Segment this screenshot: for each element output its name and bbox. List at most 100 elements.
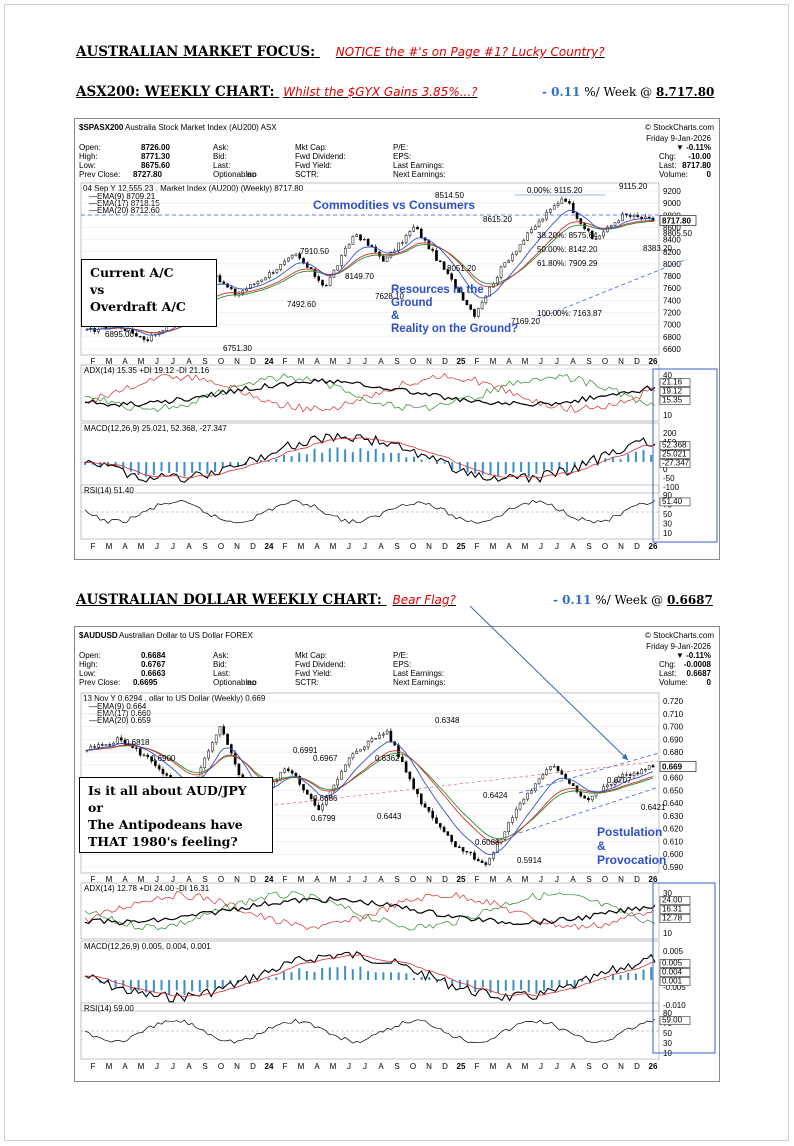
candle-body <box>123 739 127 745</box>
x-axis-label: N <box>234 542 240 551</box>
x-axis-label: 25 <box>457 542 466 551</box>
candle-body <box>617 776 621 782</box>
quote-key: Bid: <box>213 660 227 669</box>
macd-line <box>84 432 656 484</box>
price-y-tick: 7800 <box>663 272 681 281</box>
macd-histogram-bar <box>252 979 255 980</box>
x-axis-label: 25 <box>457 357 466 366</box>
x-axis-label: A <box>186 542 192 551</box>
candle-body <box>214 734 218 743</box>
candle-body <box>431 810 434 819</box>
price-y-tick: 7200 <box>663 309 681 318</box>
x-axis-label: S <box>586 357 591 366</box>
macd-histogram-bar <box>305 971 308 980</box>
candle-body <box>602 231 605 237</box>
price-y-tick: 0.690 <box>663 735 684 744</box>
ema17-legend: —EMA(17) 8718.15 <box>89 199 160 208</box>
candle-body <box>457 846 461 848</box>
x-axis-label: 24 <box>265 357 274 366</box>
price-label: 9115.20 <box>619 182 648 191</box>
price-y-tick: 8200 <box>663 248 681 257</box>
candle-body <box>336 779 340 786</box>
price-label: 0.6707 <box>607 776 632 785</box>
aud-week-label: %/ Week @ <box>595 593 664 607</box>
candle-body <box>560 198 564 204</box>
asx-amp-text: & <box>391 310 400 322</box>
asx-fib-top: 0.00%: 9115.20 <box>527 186 583 195</box>
x-axis-label: J <box>155 1062 159 1071</box>
price-label: 0.6421 <box>641 803 666 812</box>
candle-body <box>400 756 404 763</box>
macd-histogram-bar <box>114 980 117 988</box>
x-axis-label: J <box>363 357 367 366</box>
macd-histogram-bar <box>137 980 140 991</box>
candle-body <box>385 730 389 735</box>
quote-key: Fwd Dividend: <box>295 152 346 161</box>
candle-body <box>469 851 472 854</box>
x-axis-label: A <box>122 1062 128 1071</box>
macd-histogram-bar <box>535 462 538 474</box>
rsi-value-tag-box <box>659 497 691 507</box>
rsi-y-tick: 30 <box>663 1039 672 1048</box>
x-axis-label: M <box>138 1062 145 1071</box>
macd-y-tick: -0.005 <box>663 983 686 992</box>
aud-callout-box: Is it all about AUD/JPY or The Antipodea… <box>79 777 273 853</box>
macd-histogram-bar <box>474 462 477 474</box>
candle-body <box>275 269 279 274</box>
adx-value-tag-box <box>659 914 691 923</box>
macd-histogram-bar <box>206 980 209 988</box>
x-axis-label: A <box>378 357 384 366</box>
quote-key: Mkt Cap: <box>295 143 327 152</box>
candle-body <box>583 223 586 229</box>
macd-y-tick: 0.005 <box>663 947 684 956</box>
macd-value-tag-box <box>659 968 691 977</box>
x-axis-label: D <box>634 357 640 366</box>
quote-value: 8726.00 <box>141 143 170 152</box>
candle-body <box>249 284 252 289</box>
macd-histogram-bar <box>566 980 569 986</box>
quote-key: Last: <box>213 669 230 678</box>
volume-value: 0 <box>707 678 712 687</box>
macd-histogram-bar <box>374 448 377 462</box>
x-axis-label: S <box>394 875 399 884</box>
x-axis-label: D <box>250 875 256 884</box>
aud-callout-line2: or <box>88 800 103 815</box>
x-axis-label: J <box>171 357 175 366</box>
candle-body <box>343 764 347 772</box>
x-axis-label: S <box>394 542 399 551</box>
macd-histogram-bar <box>573 980 576 988</box>
x-axis-label: A <box>314 875 320 884</box>
candle-body <box>400 242 404 244</box>
adx-value-tag-box <box>659 905 691 914</box>
quote-value: 0.6684 <box>141 651 166 660</box>
price-y-tick: 7400 <box>663 296 681 305</box>
macd-value-tag-box <box>659 977 691 986</box>
macd-histogram-bar <box>581 980 584 982</box>
candle-body <box>355 234 359 237</box>
price-y-tick: 0.640 <box>663 799 684 808</box>
macd-histogram-bar <box>328 967 331 980</box>
macd-histogram-bar <box>642 450 645 462</box>
candle-body <box>590 230 594 239</box>
last-price-tag: 0.669 <box>662 763 683 772</box>
x-axis-label: D <box>442 357 448 366</box>
price-label: 8051.20 <box>447 264 476 273</box>
x-axis-label: F <box>91 1062 96 1071</box>
x-axis-label: O <box>602 542 608 551</box>
x-axis-label: J <box>555 875 559 884</box>
macd-histogram-bar <box>520 462 523 472</box>
ema9-legend: —EMA(9) 0.664 <box>89 702 147 711</box>
macd-histogram-bar <box>504 462 507 475</box>
adx-line <box>84 896 656 926</box>
price-y-tick: 0.720 <box>663 697 684 706</box>
macd-signal-line <box>84 954 655 998</box>
candle-body <box>499 839 503 844</box>
last-value: 8717.80 <box>682 161 711 170</box>
macd-histogram-bar <box>160 980 163 991</box>
last-price-tag-box <box>659 215 697 226</box>
candle-body <box>541 774 545 780</box>
symbol-label: $AUDUSD <box>79 631 118 640</box>
candle-body <box>142 754 146 757</box>
candle-body <box>226 283 229 288</box>
x-axis-label: F <box>91 542 96 551</box>
